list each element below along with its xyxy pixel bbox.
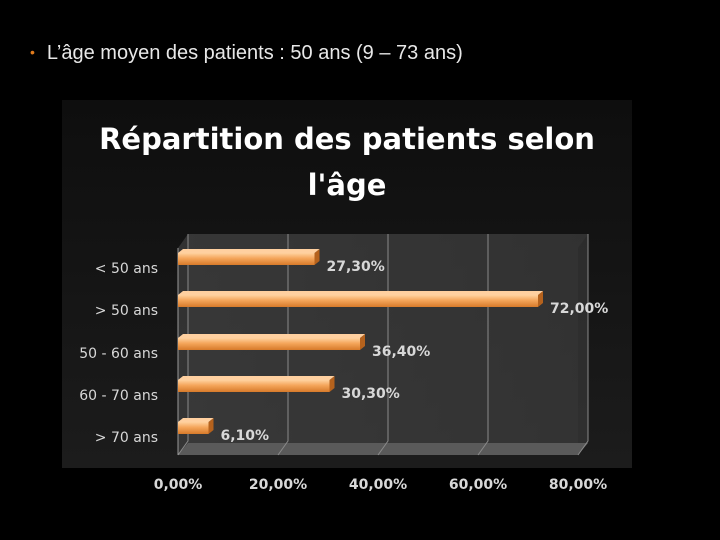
bullet-text: L’âge moyen des patients : 50 ans (9 – 7… — [46, 42, 463, 64]
category-label: 60 - 70 ans — [79, 388, 158, 404]
category-label: < 50 ans — [95, 261, 158, 277]
bullet-item: • L’âge moyen des patients : 50 ans (9 – … — [30, 42, 463, 65]
bar-end — [208, 418, 214, 434]
chart-title: Répartition des patients selon l'âge — [99, 122, 595, 202]
bar — [178, 253, 315, 265]
x-tick-label: 20,00% — [249, 477, 307, 493]
bar-data-label: 36,40% — [372, 344, 430, 360]
bar-top — [178, 249, 320, 253]
category-label: 50 - 60 ans — [79, 346, 158, 362]
bar — [178, 380, 330, 392]
bar-top — [178, 291, 543, 295]
bar — [178, 295, 538, 307]
bar-end — [314, 249, 320, 265]
bar-end — [329, 376, 335, 392]
bullet-icon: • — [30, 44, 35, 60]
x-tick-label: 60,00% — [449, 477, 507, 493]
plot-floor — [178, 443, 588, 455]
grid-line — [577, 234, 589, 456]
x-tick-label: 0,00% — [154, 477, 203, 493]
bar-end — [360, 334, 365, 350]
x-tick-label: 80,00% — [549, 477, 607, 493]
bar-top — [178, 334, 365, 338]
bar-data-label: 72,00% — [550, 301, 608, 317]
bar — [178, 422, 209, 434]
x-tick-label: 40,00% — [349, 477, 407, 493]
category-label: > 70 ans — [95, 430, 158, 446]
bar-end — [538, 291, 543, 307]
bar-top — [178, 376, 335, 380]
bar-data-label: 30,30% — [342, 386, 400, 402]
bar-data-label: 27,30% — [327, 259, 385, 275]
bar — [178, 338, 360, 350]
bar-data-label: 6,10% — [221, 428, 270, 444]
category-label: > 50 ans — [95, 303, 158, 319]
bar-top — [178, 418, 214, 422]
